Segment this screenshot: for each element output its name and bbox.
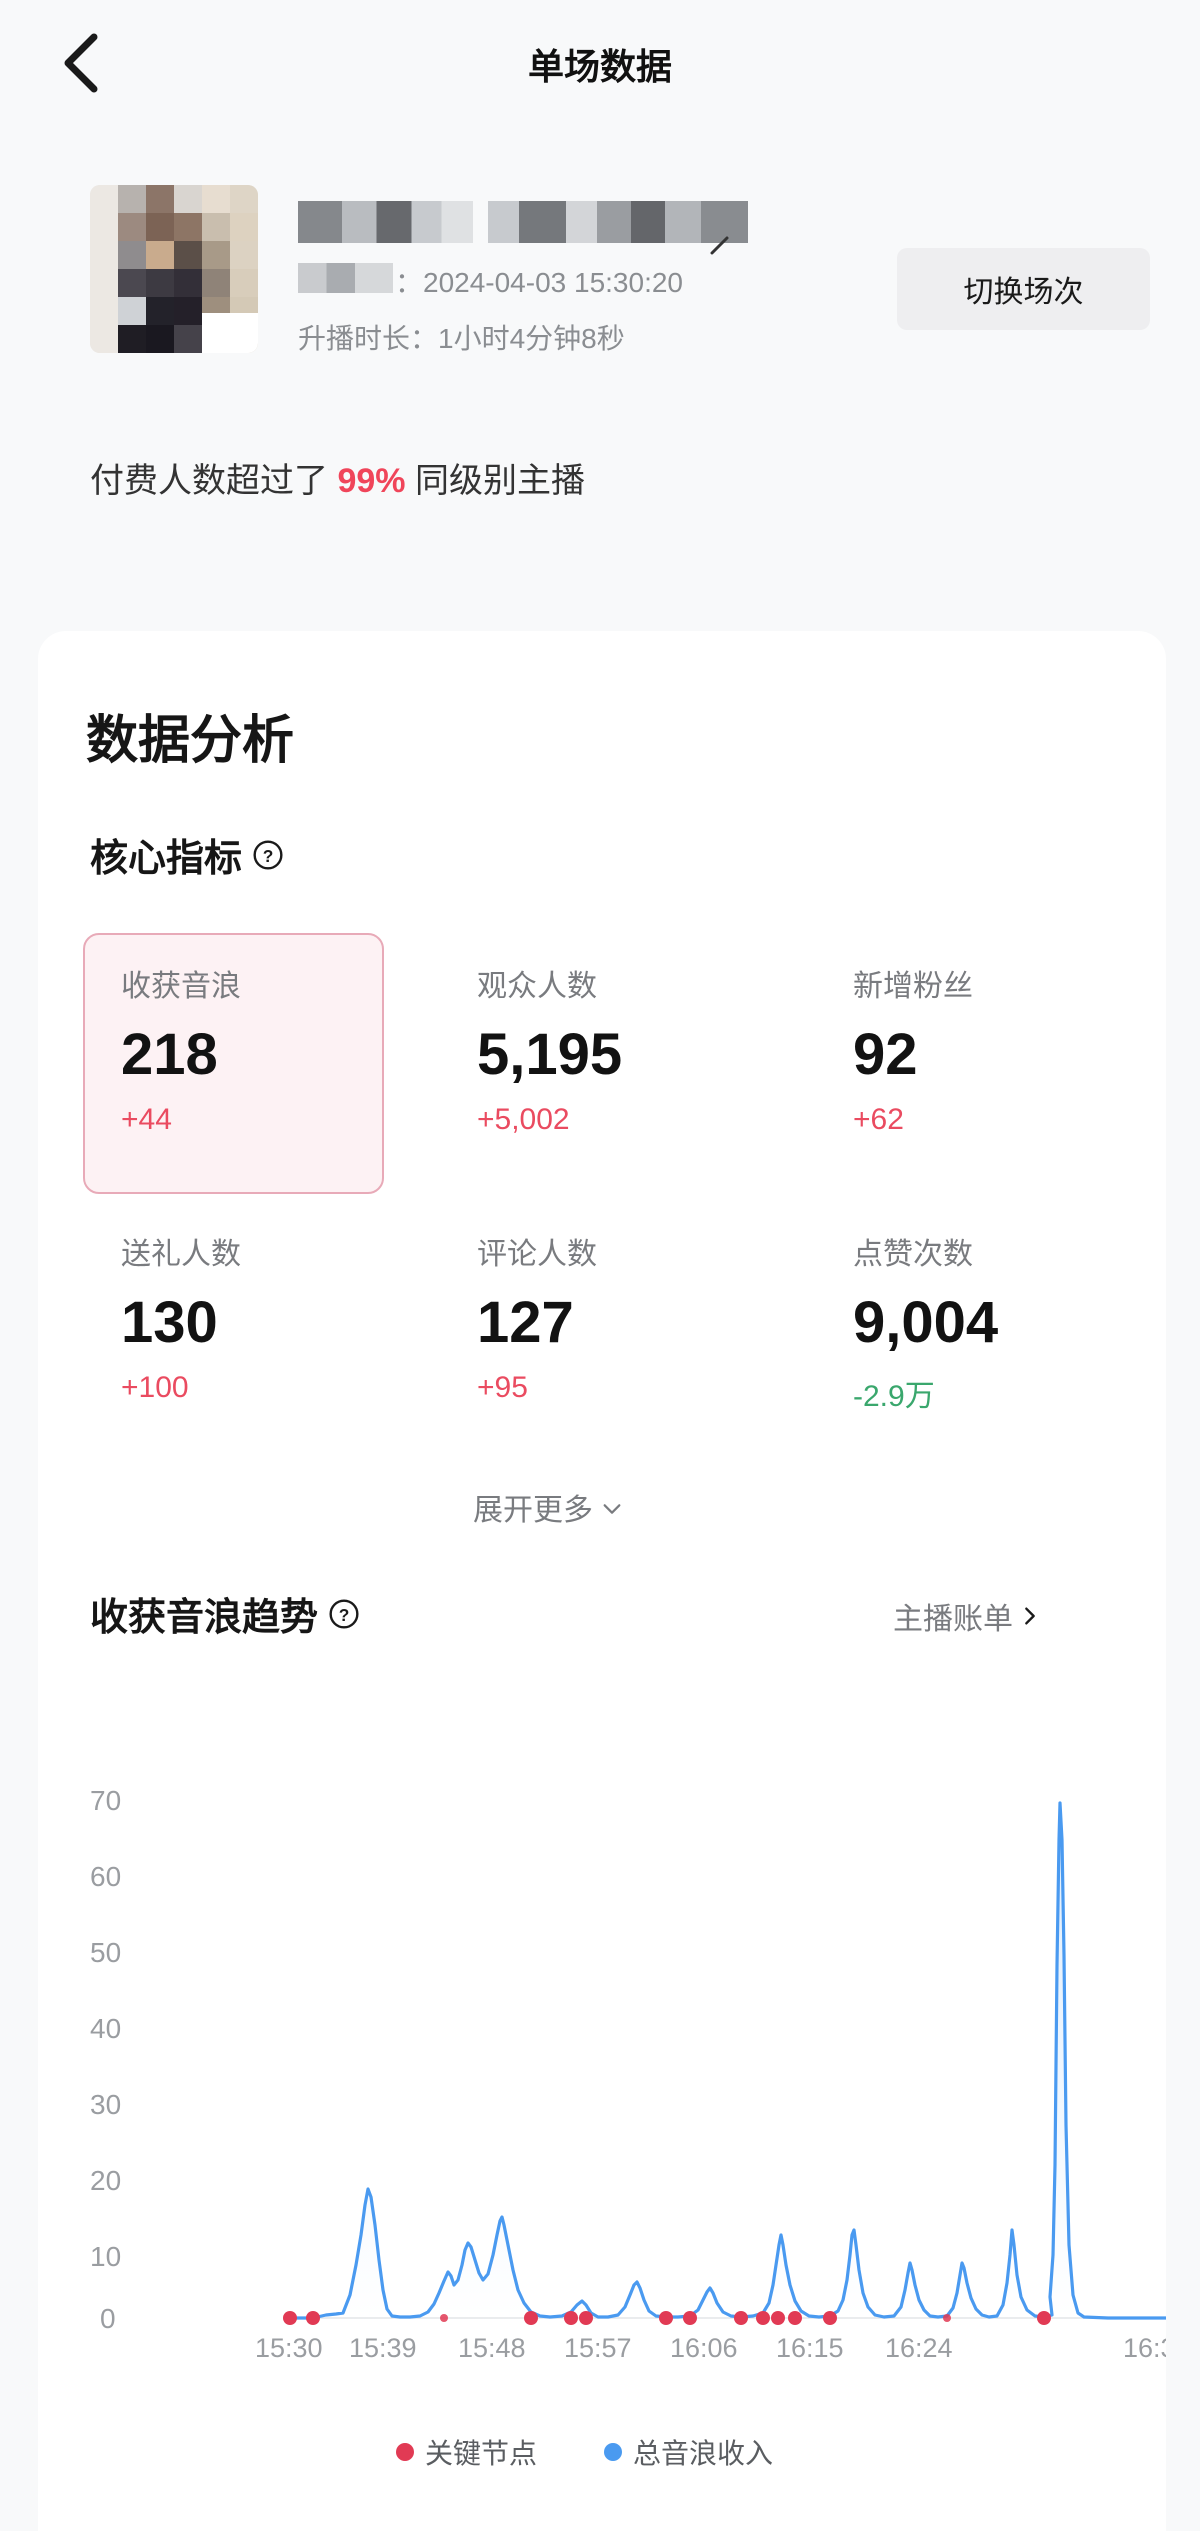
svg-text:?: ? xyxy=(339,1604,350,1624)
svg-text:?: ? xyxy=(263,845,274,865)
